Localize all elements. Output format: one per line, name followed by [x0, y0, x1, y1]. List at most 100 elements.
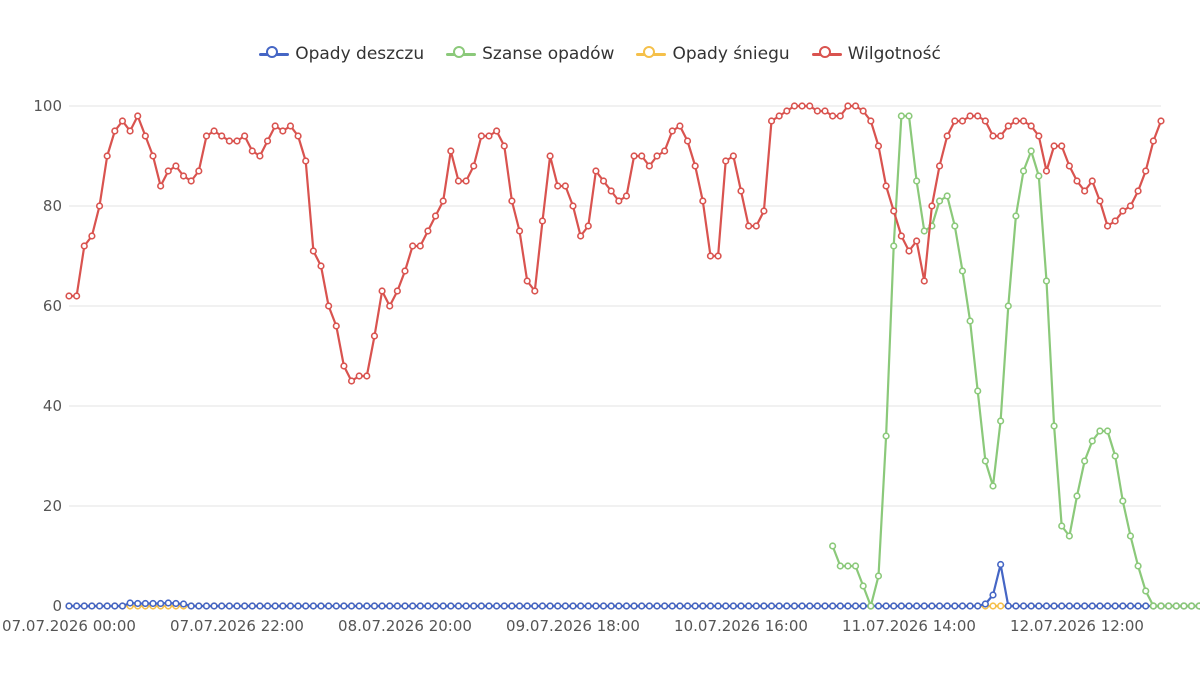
data-point-humidity	[569, 202, 577, 210]
data-point-rain	[920, 602, 928, 610]
data-point-humidity	[1157, 117, 1165, 125]
data-point-rain	[722, 602, 730, 610]
data-point-humidity	[393, 287, 401, 295]
data-point-humidity	[103, 152, 111, 160]
data-point-rain	[661, 602, 669, 610]
data-point-humidity	[1035, 132, 1043, 140]
data-point-humidity	[615, 197, 623, 205]
legend-item-precip-chance[interactable]: Szanse opadów	[446, 44, 614, 64]
legend-swatch-snow	[636, 46, 667, 61]
data-point-humidity	[577, 232, 585, 240]
data-point-humidity	[179, 172, 188, 180]
data-point-precip-chance	[1004, 302, 1012, 310]
data-point-rain	[561, 602, 569, 610]
data-point-humidity	[210, 127, 218, 135]
data-point-rain	[1134, 602, 1142, 610]
legend-marker-humidity	[818, 46, 831, 58]
data-point-precip-chance	[989, 482, 997, 490]
data-point-humidity	[347, 377, 356, 385]
legend-item-snow[interactable]: Opady śniegu	[636, 44, 790, 64]
data-point-precip-chance	[943, 192, 951, 200]
data-point-humidity	[202, 132, 211, 140]
data-point-humidity	[1042, 167, 1051, 175]
data-point-humidity	[309, 247, 317, 255]
data-point-humidity	[775, 112, 783, 120]
data-point-rain	[577, 602, 585, 610]
x-tick-label: 11.07.2026 14:00	[842, 617, 976, 635]
data-point-rain	[332, 602, 340, 610]
data-point-rain	[775, 602, 783, 610]
data-point-rain	[409, 602, 417, 610]
data-point-humidity	[95, 202, 104, 210]
data-point-humidity	[935, 162, 944, 170]
data-point-precip-chance	[1134, 562, 1142, 570]
data-point-rain	[638, 602, 646, 610]
data-point-rain	[179, 600, 188, 608]
legend-swatch-humidity	[811, 46, 842, 61]
data-point-rain	[760, 602, 768, 610]
data-point-rain	[813, 602, 821, 610]
data-point-humidity	[1065, 162, 1073, 170]
data-point-rain	[149, 599, 157, 608]
data-point-precip-chance	[1165, 602, 1173, 610]
data-point-rain	[424, 602, 432, 610]
data-point-precip-chance	[1058, 522, 1066, 530]
data-point-humidity	[485, 132, 493, 140]
data-point-humidity	[951, 117, 959, 125]
x-tick-label: 10.07.2026 16:00	[674, 617, 808, 635]
data-point-rain	[737, 602, 745, 610]
data-point-humidity	[683, 137, 692, 145]
legend-item-rain[interactable]: Opady deszczu	[259, 44, 424, 64]
data-point-rain	[943, 602, 951, 610]
data-point-humidity	[1050, 142, 1058, 150]
data-point-rain	[355, 602, 363, 610]
data-point-humidity	[821, 107, 829, 115]
data-point-humidity	[851, 102, 860, 110]
data-point-rain	[263, 602, 272, 610]
data-point-precip-chance	[1096, 427, 1104, 435]
data-point-rain	[88, 602, 96, 610]
data-point-humidity	[729, 152, 737, 160]
legend-swatch-precip-chance	[446, 46, 477, 61]
data-point-humidity	[737, 187, 745, 195]
data-point-humidity	[386, 302, 394, 310]
data-point-humidity	[920, 277, 928, 285]
data-point-rain	[279, 602, 287, 610]
data-point-precip-chance	[1065, 532, 1073, 540]
data-point-humidity	[1126, 202, 1135, 210]
data-point-humidity	[493, 127, 501, 135]
data-point-humidity	[1142, 167, 1150, 175]
data-point-rain	[653, 602, 661, 610]
data-point-precip-chance	[1180, 602, 1188, 610]
data-point-rain	[569, 602, 577, 610]
data-point-rain	[913, 602, 921, 610]
data-point-rain	[233, 602, 241, 610]
data-point-humidity	[286, 122, 295, 130]
data-point-precip-chance	[1019, 167, 1028, 175]
data-point-rain	[851, 602, 860, 610]
data-point-precip-chance	[836, 562, 844, 570]
data-point-rain	[1073, 602, 1081, 610]
data-point-rain	[134, 599, 142, 608]
data-point-rain	[958, 602, 967, 610]
data-point-humidity	[622, 192, 631, 200]
data-point-rain	[493, 602, 501, 610]
legend-item-humidity[interactable]: Wilgotność	[811, 44, 941, 64]
legend-label-humidity: Wilgotność	[847, 44, 941, 64]
data-point-precip-chance	[1142, 587, 1150, 595]
data-point-rain	[515, 602, 524, 610]
data-point-humidity	[225, 137, 233, 145]
data-point-humidity	[691, 162, 699, 170]
data-point-humidity	[409, 242, 417, 250]
data-point-rain	[1027, 602, 1035, 610]
data-point-rain	[523, 602, 531, 610]
data-point-precip-chance	[905, 112, 913, 120]
data-point-humidity	[989, 132, 997, 140]
data-point-rain	[935, 602, 944, 610]
data-point-humidity	[149, 152, 157, 160]
data-point-humidity	[65, 292, 73, 300]
data-point-rain	[836, 602, 844, 610]
data-point-rain	[325, 602, 333, 610]
data-point-rain	[1103, 602, 1112, 610]
series-line-rain	[69, 563, 1200, 608]
